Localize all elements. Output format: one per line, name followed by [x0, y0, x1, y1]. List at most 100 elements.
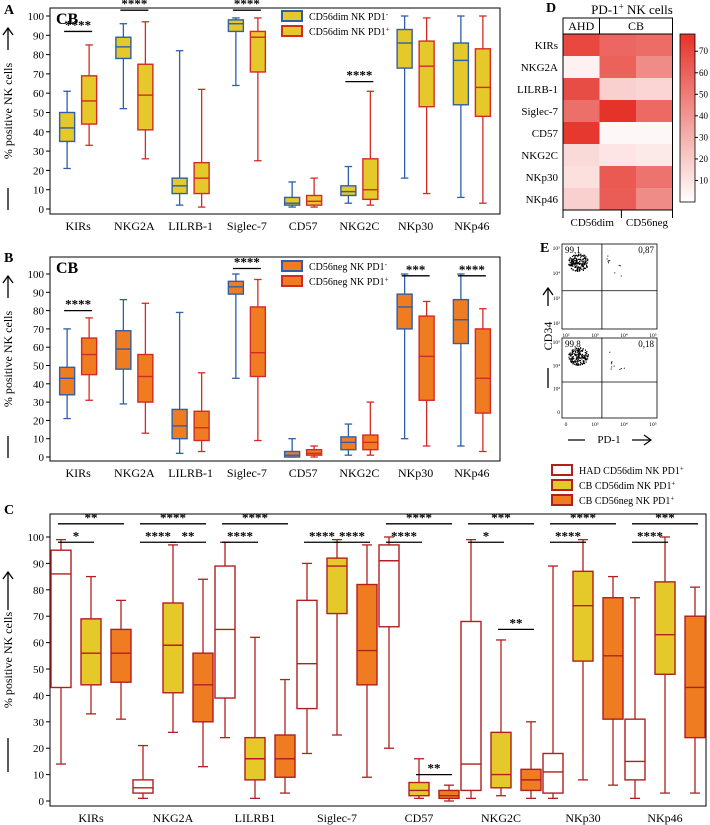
significance-label: ****: [391, 528, 417, 543]
flow-event: [569, 264, 572, 266]
flow-event: [587, 356, 589, 358]
category-label: Siglec-7: [317, 811, 357, 825]
category-label: LILRB-1: [168, 466, 213, 480]
flow-event: [578, 258, 581, 260]
flow-event: [583, 255, 585, 257]
flow-event: [577, 258, 580, 260]
y-tick-label: 50: [33, 108, 45, 120]
category-label: NKG2A: [114, 466, 155, 480]
flow-event: [587, 355, 589, 357]
significance-label: ****: [555, 528, 581, 543]
y-tick-label: 100: [28, 532, 45, 544]
flow-event: [581, 355, 583, 358]
flow-event: [580, 363, 582, 365]
x-tick-label: 10³: [591, 422, 599, 428]
flow-event: [611, 363, 613, 365]
legend-swatch: [281, 275, 303, 287]
flow-event: [583, 263, 585, 265]
significance-label: ****: [346, 68, 372, 83]
flow-event: [573, 363, 576, 365]
y-arrow-up-head: [2, 274, 14, 284]
box-iqr: [80, 618, 102, 686]
heatmap-cell: [636, 78, 673, 100]
flow-event: [574, 361, 576, 364]
flow-event: [579, 262, 581, 264]
flow-event: [618, 264, 620, 266]
flow-event: [577, 356, 579, 358]
significance-label: **: [510, 615, 523, 630]
flow-event: [585, 361, 587, 363]
box-iqr: [542, 752, 564, 794]
heatmap-cell: [563, 100, 600, 122]
box-iqr: [460, 620, 482, 792]
flow-event: [572, 262, 574, 264]
flow-event: [578, 348, 581, 351]
flow-event: [579, 350, 581, 352]
flow-event: [586, 266, 588, 268]
colorbar-tick-label: 10: [699, 175, 709, 185]
flow-event: [568, 353, 570, 356]
box-iqr: [192, 652, 214, 723]
legend-swatch: [551, 464, 573, 476]
flow-event: [576, 349, 578, 351]
flow-event: [587, 259, 589, 262]
y-tick-label: 10: [33, 434, 45, 446]
heatmap-cell: [563, 166, 600, 188]
flow-event: [578, 269, 581, 271]
flow-event: [578, 352, 580, 354]
flow-event: [571, 261, 573, 264]
significance-label: ****: [65, 17, 91, 32]
flow-event: [623, 367, 625, 369]
box-iqr: [474, 328, 492, 414]
box-iqr: [684, 615, 706, 739]
category-label: KIRs: [65, 219, 91, 233]
flow-event: [576, 263, 578, 265]
flow-event: [574, 353, 576, 355]
flow-event: [577, 348, 579, 350]
flow-event: [576, 265, 578, 267]
box-iqr: [452, 42, 470, 106]
category-label: LILRB-1: [168, 219, 213, 233]
flow-event: [583, 260, 585, 262]
box-iqr: [418, 315, 435, 401]
significance-label: ***: [491, 510, 511, 525]
significance-label: ****: [242, 510, 268, 525]
flow-event: [619, 368, 621, 370]
flow-event: [578, 263, 581, 265]
y-tick-label: 60: [33, 88, 45, 100]
x-axis-label: PD-1: [597, 434, 620, 446]
heatmap-row-label: Siglec-7: [521, 106, 558, 118]
heatmap-cell: [563, 78, 600, 100]
flow-event: [582, 262, 585, 264]
flow-event: [578, 350, 580, 352]
flow-event: [570, 262, 572, 264]
y-arrow-up-head: [2, 26, 14, 36]
flow-event: [581, 350, 583, 352]
flow-event: [580, 254, 582, 256]
legend-label: CD56dim NK PD1-: [309, 11, 389, 24]
box-iqr: [418, 40, 435, 108]
flow-event: [610, 361, 612, 363]
significance-label: **: [428, 761, 441, 776]
heatmap-row-label: LILRB-1: [517, 84, 558, 96]
box-iqr: [602, 597, 624, 720]
heatmap-row-label: CD57: [532, 128, 559, 140]
flow-event: [576, 356, 578, 358]
flow-event: [614, 272, 616, 274]
box-iqr: [283, 196, 301, 206]
flow-event: [571, 265, 573, 267]
panel-c: C 0 10 20 30 40 50 60 70 80 90 100 % positive NK cel…: [1, 464, 707, 825]
y-tick-label: 90: [33, 558, 45, 570]
y-tick-label: 30: [33, 717, 45, 729]
group-label-cb: CB: [628, 19, 644, 33]
flow-event: [571, 255, 574, 258]
box-iqr: [80, 337, 98, 376]
legend-label: CD56neg NK PD1+: [309, 276, 389, 289]
flow-event: [582, 265, 584, 267]
heatmap-row-label: NKG2A: [521, 62, 558, 74]
box-iqr: [137, 353, 154, 403]
y-tick-label: 0: [39, 204, 45, 216]
flow-event: [577, 254, 580, 256]
flow-event: [577, 361, 579, 363]
